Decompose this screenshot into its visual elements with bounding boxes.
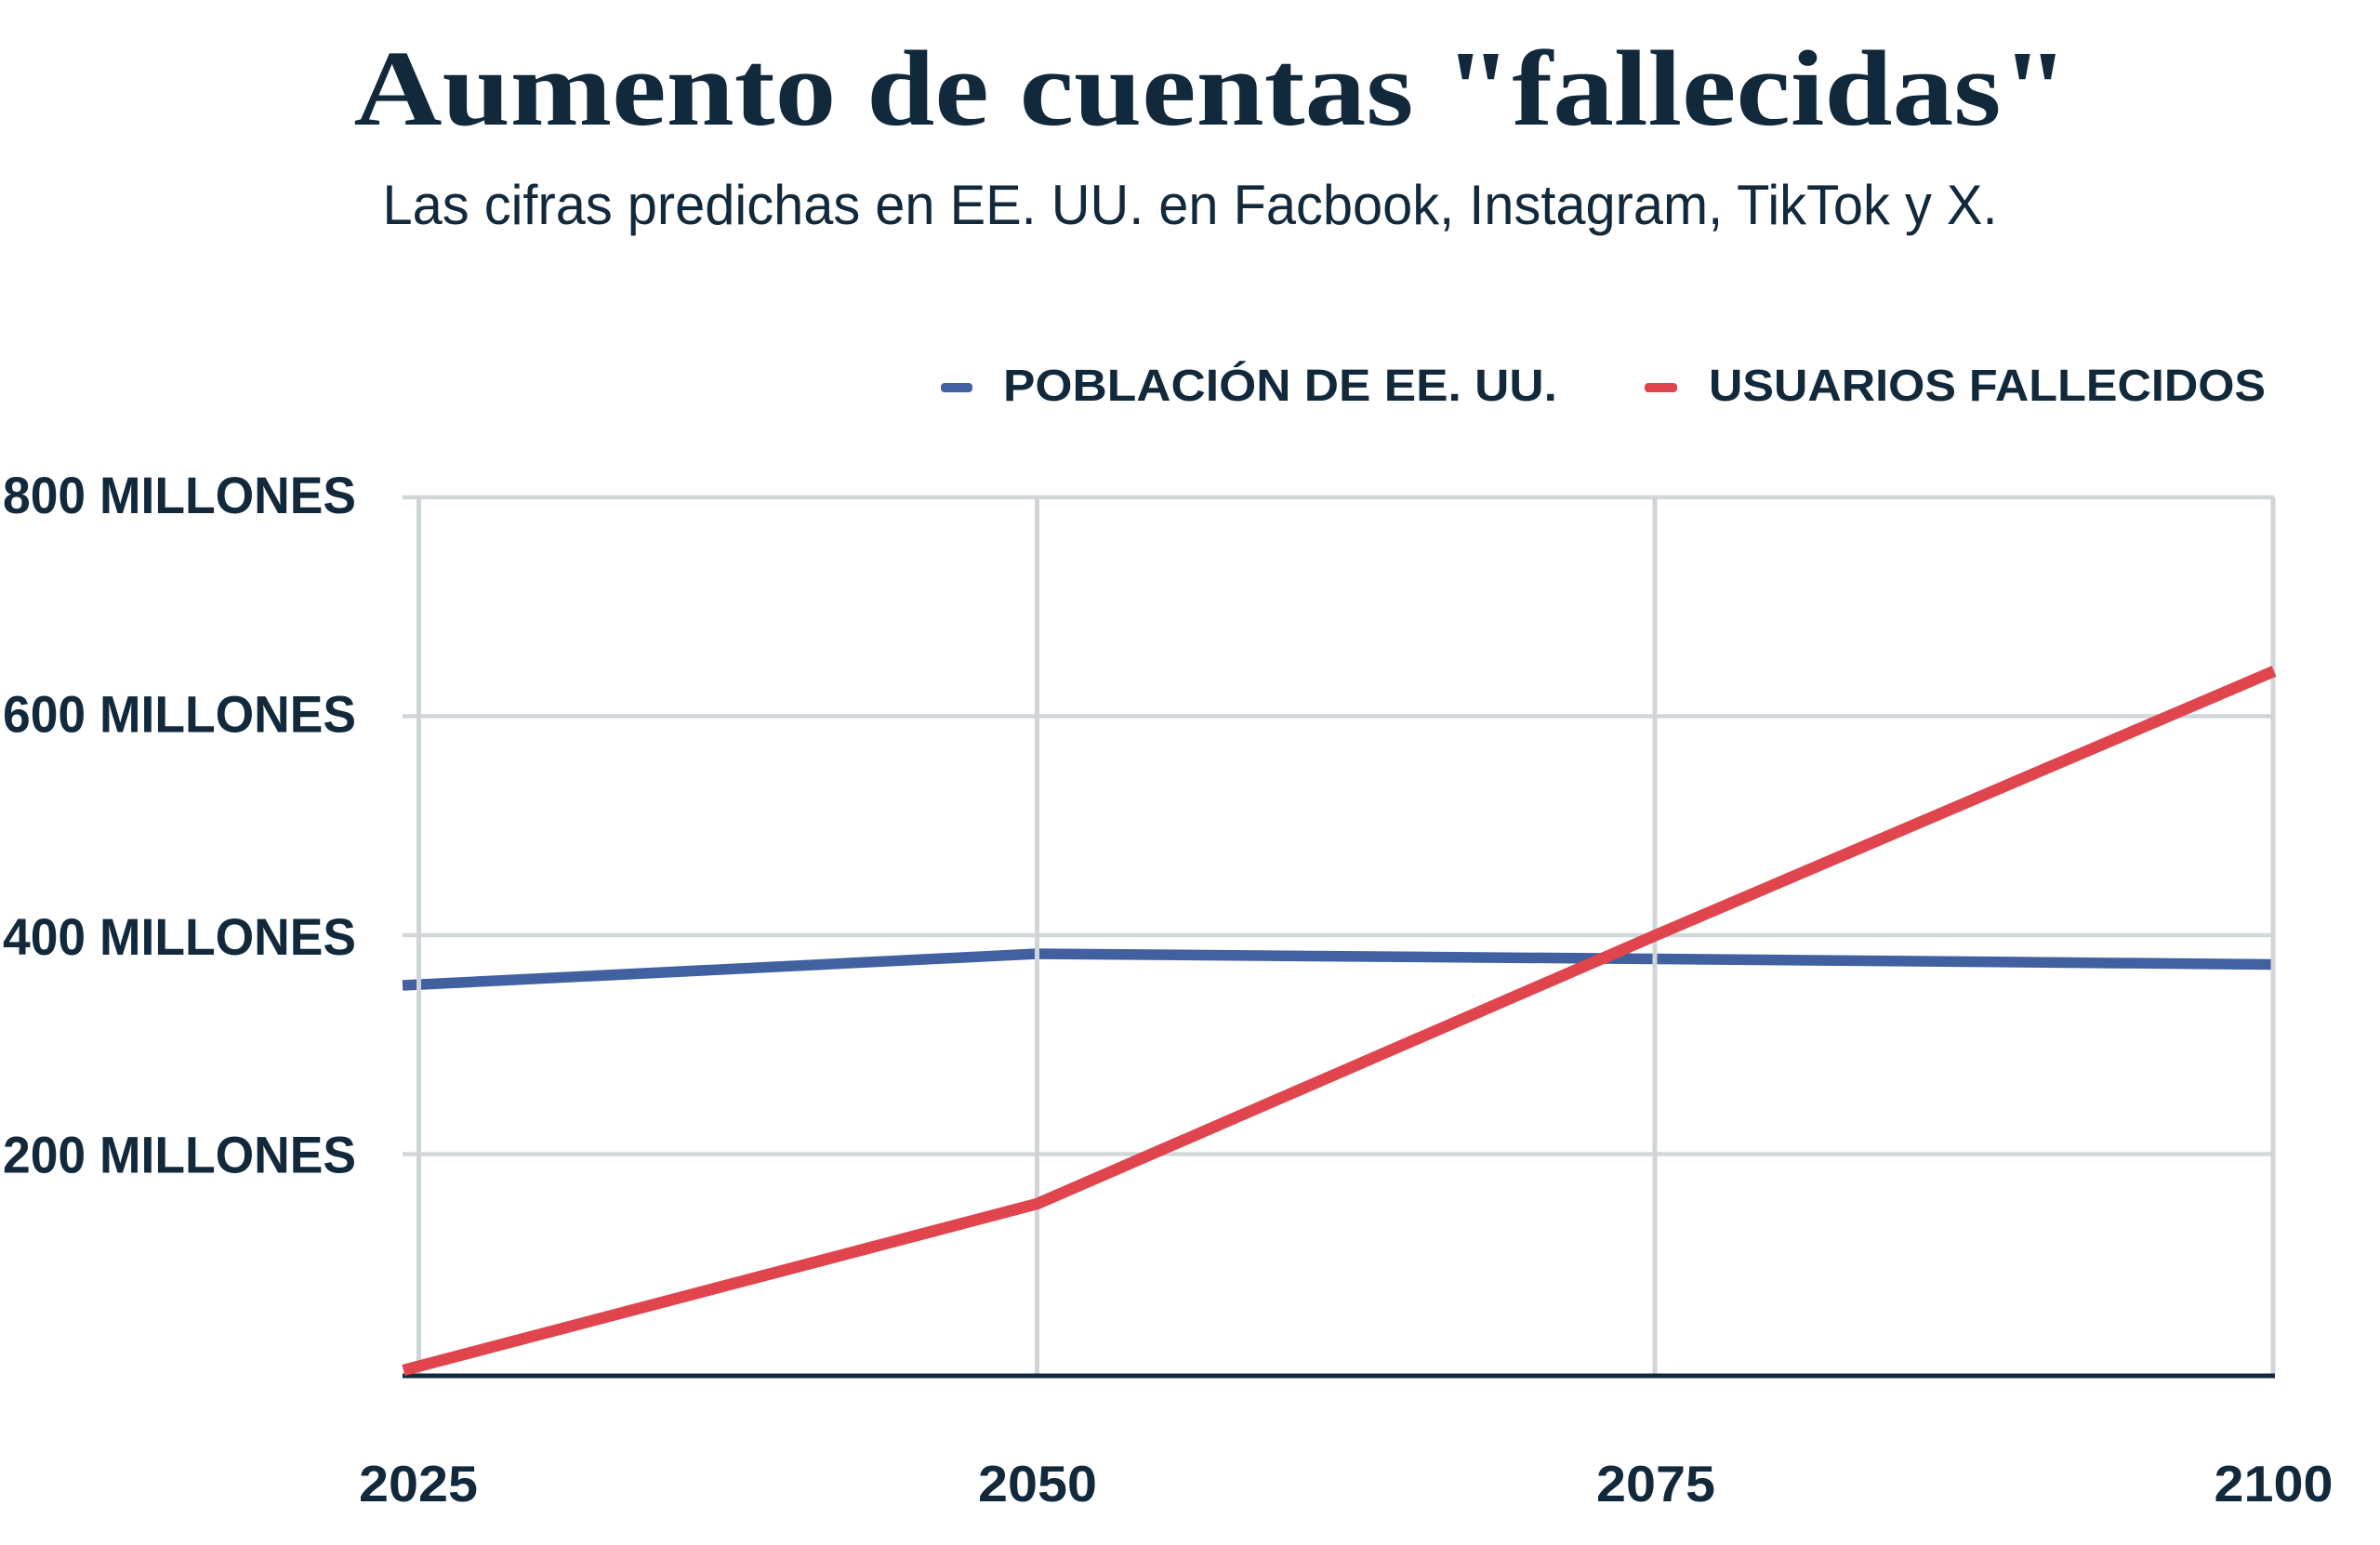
svg-text:800 MILLONES: 800 MILLONES [3,466,356,524]
svg-text:POBLACIÓN DE EE. UU.: POBLACIÓN DE EE. UU. [1003,360,1557,411]
svg-text:400 MILLONES: 400 MILLONES [3,907,356,966]
svg-text:200 MILLONES: 200 MILLONES [3,1126,356,1184]
svg-text:2025: 2025 [359,1455,478,1512]
svg-text:Aumento de cuentas "fallecidas: Aumento de cuentas "fallecidas" [354,30,2069,149]
svg-text:2050: 2050 [978,1455,1097,1512]
svg-text:USUARIOS FALLECIDOS: USUARIOS FALLECIDOS [1709,362,2266,411]
svg-text:2100: 2100 [2215,1455,2334,1512]
svg-text:600 MILLONES: 600 MILLONES [3,685,356,744]
svg-text:Las cifras predichas en EE. UU: Las cifras predichas en EE. UU. en Facbo… [383,174,1998,236]
svg-text:2075: 2075 [1596,1455,1715,1512]
